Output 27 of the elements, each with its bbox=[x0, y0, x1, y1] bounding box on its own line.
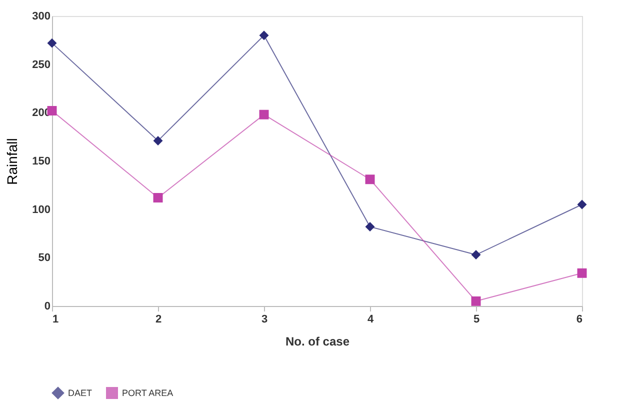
point bbox=[365, 174, 375, 184]
y-tick-label: 100 bbox=[32, 204, 50, 216]
x-axis-title: No. of case bbox=[285, 334, 350, 348]
point bbox=[259, 110, 269, 120]
x-tick-label: 6 bbox=[576, 314, 582, 326]
y-tick-label: 300 bbox=[32, 10, 50, 22]
x-tick-label: 1 bbox=[52, 314, 59, 326]
point bbox=[365, 222, 375, 232]
x-tick-label: 5 bbox=[473, 314, 480, 326]
legend-label: DAET bbox=[68, 388, 93, 398]
point bbox=[471, 296, 481, 306]
x-tick-label: 4 bbox=[367, 314, 374, 326]
point bbox=[577, 200, 587, 210]
y-tick-label: 50 bbox=[38, 252, 50, 264]
y-tick-label: 150 bbox=[32, 156, 50, 168]
point bbox=[153, 136, 163, 146]
legend-label: PORT AREA bbox=[122, 388, 174, 398]
point bbox=[577, 268, 587, 278]
point bbox=[471, 250, 481, 260]
point bbox=[259, 30, 269, 40]
x-tick-label: 3 bbox=[261, 314, 268, 326]
x-tick-label: 2 bbox=[155, 314, 162, 326]
point bbox=[153, 192, 163, 202]
y-axis-title: Rainfall bbox=[4, 138, 20, 185]
point bbox=[47, 38, 57, 48]
y-tick-label: 250 bbox=[32, 58, 50, 71]
y-tick-label: 0 bbox=[44, 300, 50, 312]
